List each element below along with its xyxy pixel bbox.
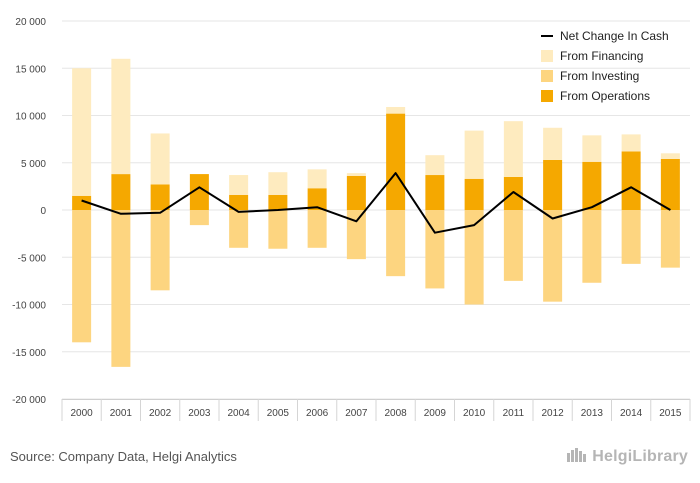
x-tick-label: 2009 xyxy=(424,408,447,419)
bar-investing[interactable] xyxy=(464,210,484,305)
bar-investing[interactable] xyxy=(503,210,523,281)
legend-item-operations[interactable]: From Operations xyxy=(541,86,669,106)
y-tick-label: -10 000 xyxy=(12,301,46,312)
bar-investing[interactable] xyxy=(660,210,680,268)
x-tick-label: 2002 xyxy=(149,408,172,419)
x-axis: 2000 2001 2002 2003 2004 2005 2006 2007 2008 2009… xyxy=(61,399,691,421)
bar-operations[interactable] xyxy=(386,113,406,210)
bar-financing[interactable] xyxy=(268,172,288,195)
bar-financing[interactable] xyxy=(72,68,92,196)
bar-investing[interactable] xyxy=(425,210,445,289)
y-tick-label: 5 000 xyxy=(21,159,46,170)
net-change-series-line[interactable] xyxy=(81,172,671,234)
bar-financing[interactable] xyxy=(229,175,249,195)
x-tick-label: 2007 xyxy=(345,408,368,419)
x-tick-label: 2001 xyxy=(110,408,133,419)
bar-financing[interactable] xyxy=(150,133,170,185)
x-tick-label: 2012 xyxy=(542,408,565,419)
bar-operations[interactable] xyxy=(111,174,131,210)
bar-operations[interactable] xyxy=(150,184,170,210)
x-tick-label: 2014 xyxy=(620,408,643,419)
x-tick-label: 2005 xyxy=(267,408,290,419)
bars xyxy=(72,58,680,367)
legend-label: From Financing xyxy=(560,49,644,63)
bar-operations[interactable] xyxy=(621,151,641,210)
x-tick-label: 2011 xyxy=(503,408,525,419)
bar-financing[interactable] xyxy=(503,121,523,177)
x-tick-label: 2015 xyxy=(659,408,682,419)
source-note: Source: Company Data, Helgi Analytics xyxy=(10,449,237,464)
y-tick-label: 20 000 xyxy=(15,17,46,28)
bar-investing[interactable] xyxy=(307,210,327,248)
bar-investing[interactable] xyxy=(229,210,249,248)
legend-line-swatch xyxy=(541,35,553,37)
bar-financing[interactable] xyxy=(307,169,327,189)
bar-financing[interactable] xyxy=(621,134,641,152)
bar-operations[interactable] xyxy=(229,194,249,210)
x-tick-label: 2000 xyxy=(71,408,94,419)
bar-investing[interactable] xyxy=(150,210,170,291)
x-tick-label: 2013 xyxy=(581,408,604,419)
bar-operations[interactable] xyxy=(307,188,327,210)
legend-label: Net Change In Cash xyxy=(560,29,669,43)
bar-investing[interactable] xyxy=(386,210,406,277)
bar-investing[interactable] xyxy=(268,210,288,249)
bar-operations[interactable] xyxy=(72,195,92,210)
legend-swatch xyxy=(541,70,553,82)
legend-item-net-change[interactable]: Net Change In Cash xyxy=(541,26,669,46)
bar-investing[interactable] xyxy=(72,210,92,343)
legend-swatch xyxy=(541,50,553,62)
legend-item-financing[interactable]: From Financing xyxy=(541,46,669,66)
bar-financing[interactable] xyxy=(660,153,680,159)
legend-label: From Investing xyxy=(560,69,640,83)
helgi-library-logo[interactable]: HelgiLibrary xyxy=(566,447,688,466)
x-tick-label: 2010 xyxy=(463,408,486,419)
bar-investing[interactable] xyxy=(346,210,366,260)
legend-label: From Operations xyxy=(560,89,651,103)
bar-financing[interactable] xyxy=(543,127,563,160)
y-tick-label: 15 000 xyxy=(15,64,46,75)
bar-investing[interactable] xyxy=(543,210,563,302)
bar-operations[interactable] xyxy=(189,174,209,210)
x-tick-label: 2004 xyxy=(228,408,251,419)
x-tick-label: 2003 xyxy=(188,408,211,419)
bar-operations[interactable] xyxy=(543,159,563,210)
net-change-line xyxy=(81,172,671,234)
y-tick-label: -20 000 xyxy=(12,395,46,406)
x-tick-label: 2008 xyxy=(385,408,408,419)
bar-investing[interactable] xyxy=(582,210,602,283)
helgi-library-logo-icon xyxy=(567,448,587,462)
bar-operations[interactable] xyxy=(503,176,523,210)
bar-operations[interactable] xyxy=(425,175,445,210)
legend-item-investing[interactable]: From Investing xyxy=(541,66,669,86)
bar-investing[interactable] xyxy=(111,210,131,367)
legend: Net Change In Cash From Financing From I… xyxy=(541,26,669,106)
bar-investing[interactable] xyxy=(621,210,641,264)
bar-financing[interactable] xyxy=(346,173,366,176)
bar-operations[interactable] xyxy=(660,158,680,210)
y-tick-label: 10 000 xyxy=(15,112,46,123)
logo-text: HelgiLibrary xyxy=(592,448,688,465)
x-tick-label: 2006 xyxy=(306,408,329,419)
bar-investing[interactable] xyxy=(189,210,209,226)
bar-operations[interactable] xyxy=(464,178,484,210)
y-tick-label: -15 000 xyxy=(12,348,46,359)
legend-swatch xyxy=(541,90,553,102)
bar-financing[interactable] xyxy=(582,135,602,162)
bar-financing[interactable] xyxy=(111,58,131,175)
bar-operations[interactable] xyxy=(268,194,288,210)
bar-financing[interactable] xyxy=(386,106,406,114)
bar-financing[interactable] xyxy=(425,155,445,176)
y-axis-ticks: 20 000 15 000 10 000 5 000 0 -5 000 -10 000 -15… xyxy=(12,17,46,406)
bar-operations[interactable] xyxy=(346,175,366,210)
bar-financing[interactable] xyxy=(464,130,484,179)
y-tick-label: 0 xyxy=(40,206,46,217)
y-tick-label: -5 000 xyxy=(18,253,47,264)
bar-operations[interactable] xyxy=(582,161,602,210)
